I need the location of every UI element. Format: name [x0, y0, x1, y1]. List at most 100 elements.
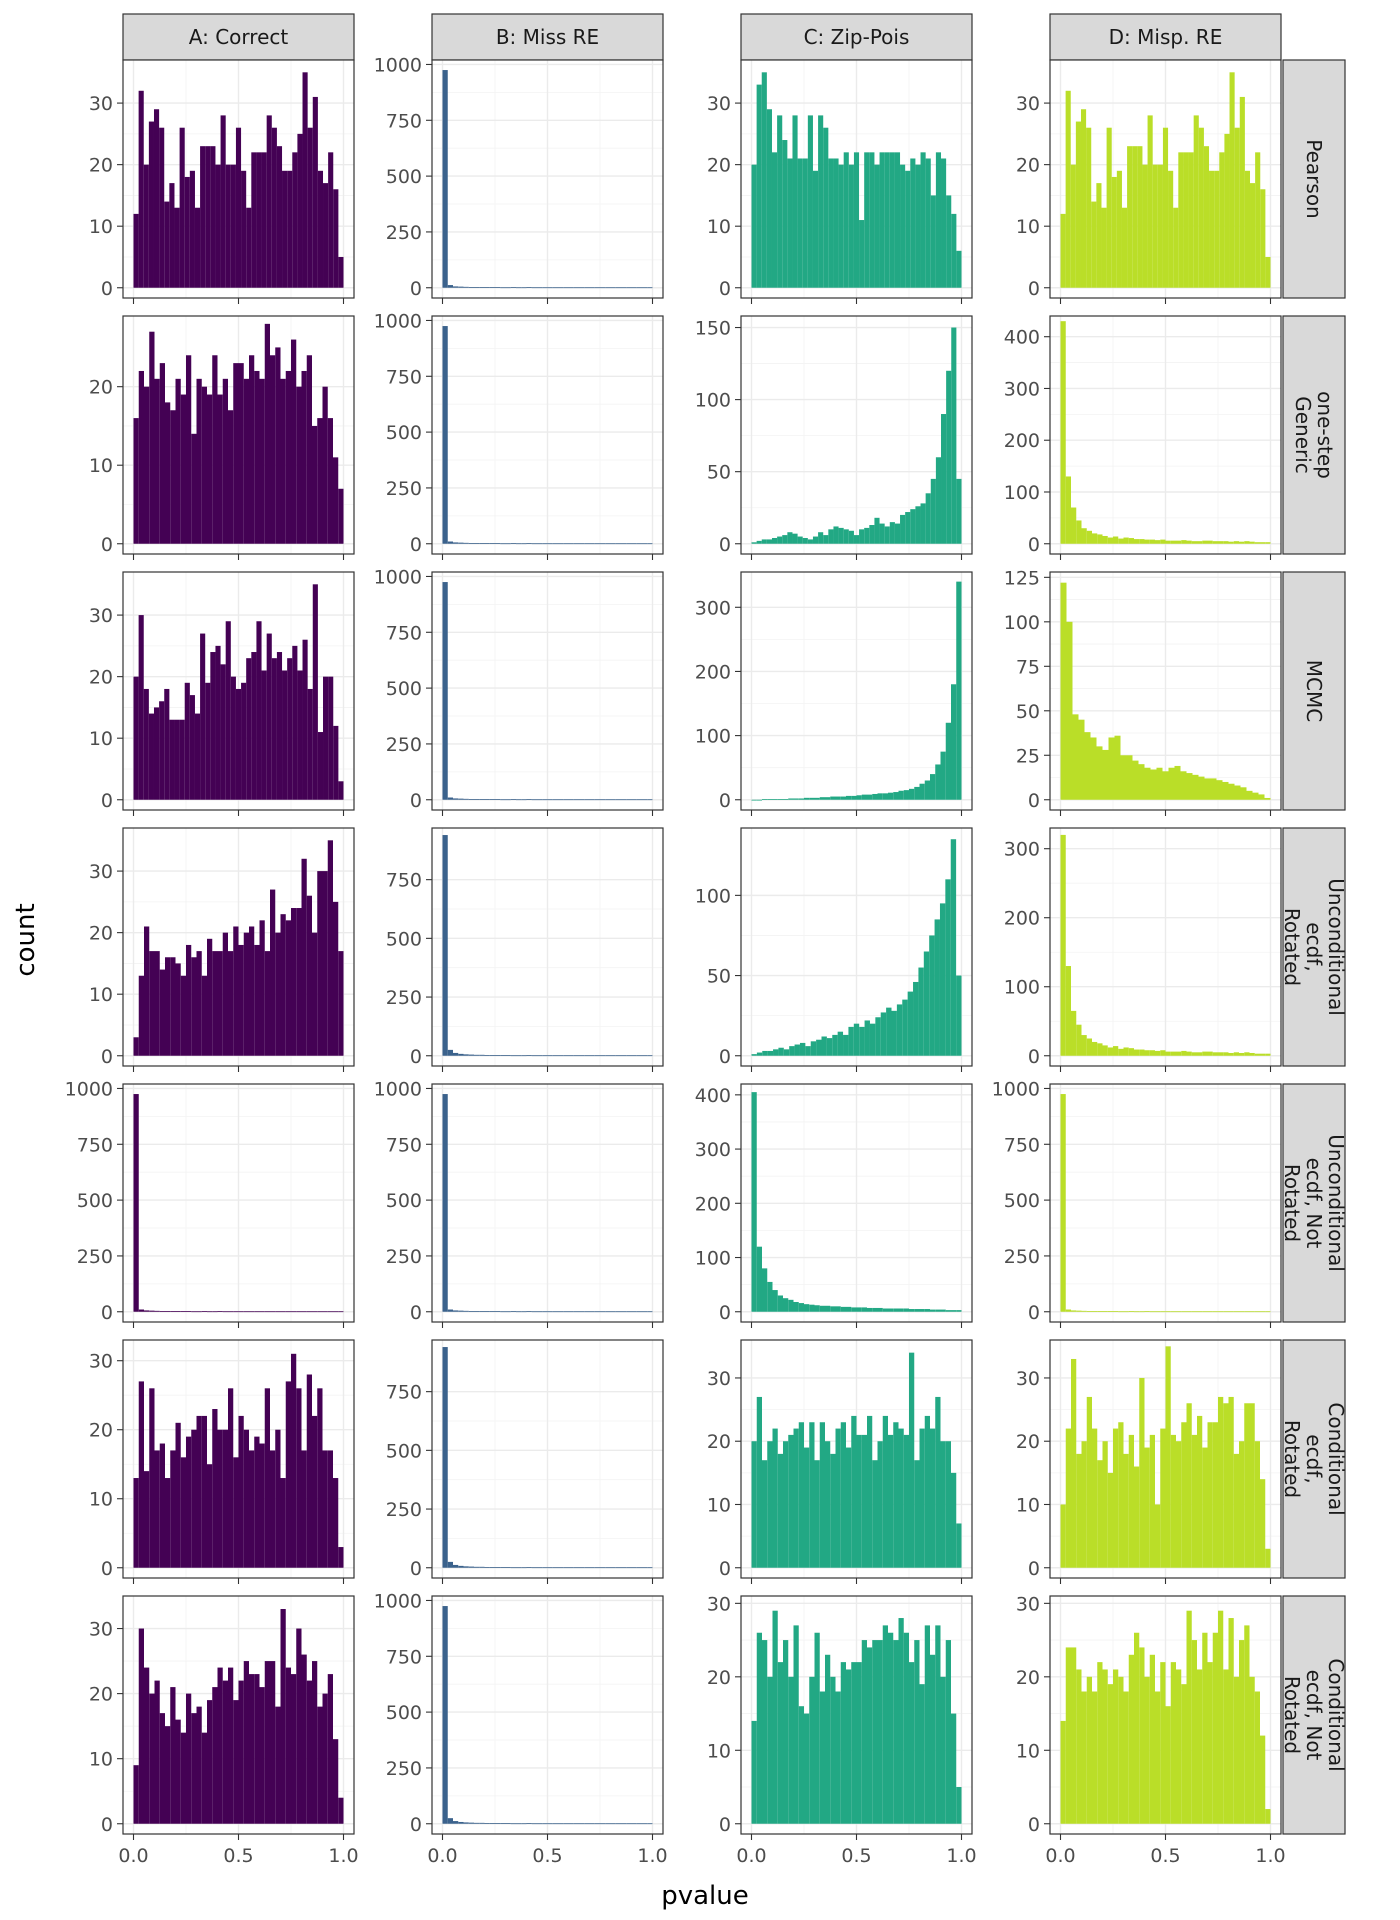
histogram-bar	[292, 152, 298, 288]
histogram-bar	[531, 1055, 537, 1057]
y-tick-label: 0	[719, 790, 731, 812]
histogram-bar	[1265, 1311, 1271, 1313]
histogram-bar	[945, 1640, 951, 1824]
histogram-bar	[762, 1268, 768, 1312]
row-strip-label-line: Pearson	[1302, 139, 1326, 218]
histogram-bar	[1254, 542, 1260, 544]
histogram-bar	[154, 1680, 160, 1824]
histogram-bar	[468, 1311, 474, 1312]
y-tick-label: 30	[89, 93, 113, 115]
histogram-bar	[1218, 1610, 1224, 1824]
histogram-bar	[642, 1311, 648, 1313]
histogram-bar	[1101, 207, 1107, 288]
histogram-bar	[1155, 1504, 1161, 1568]
row-strip-label-line: Rotated	[1280, 1676, 1304, 1754]
histogram-bar	[159, 1311, 165, 1312]
histogram-bar	[1060, 834, 1066, 1056]
histogram-bar	[935, 457, 942, 544]
histogram-bar	[1234, 127, 1240, 288]
histogram-bar	[1097, 1311, 1103, 1312]
histogram-bar	[327, 1674, 333, 1824]
y-tick-label: 20	[89, 1684, 113, 1706]
histogram-bar	[886, 1007, 892, 1056]
row-strip-label-line: Conditional	[1324, 1658, 1348, 1771]
y-tick-label: 1000	[374, 54, 422, 76]
histogram-bar	[297, 133, 303, 288]
histogram-bar	[605, 543, 611, 545]
histogram-bar	[573, 287, 579, 289]
histogram-bar	[243, 1661, 249, 1824]
histogram-bar	[159, 1443, 165, 1568]
histogram-bar	[814, 1460, 820, 1568]
row-strip-label-line: Rotated	[1280, 908, 1304, 986]
histogram-bar	[447, 797, 453, 800]
histogram-bar	[154, 951, 160, 1056]
y-tick-label: 0	[410, 1814, 422, 1836]
histogram-bar	[1144, 767, 1151, 800]
histogram-bar	[1255, 152, 1261, 288]
histogram-bar	[1066, 621, 1073, 800]
histogram-bar	[495, 1311, 501, 1312]
histogram-bar	[148, 713, 154, 800]
histogram-bar	[807, 539, 813, 544]
histogram-bar	[1128, 1048, 1134, 1056]
histogram-bar	[924, 780, 930, 800]
histogram-bar	[804, 1304, 810, 1312]
histogram-bar	[1254, 1053, 1260, 1056]
histogram-bar	[853, 1023, 860, 1056]
y-tick-label: 20	[89, 923, 113, 945]
histogram-bar	[1207, 1051, 1213, 1056]
histogram-bar	[547, 1823, 553, 1825]
histogram-bar	[1076, 1669, 1082, 1824]
histogram-bar	[615, 543, 621, 545]
histogram-bar	[180, 394, 186, 544]
histogram-bar	[950, 839, 957, 1056]
histogram-bar	[230, 676, 236, 800]
histogram-bar	[1113, 1311, 1119, 1312]
histogram-bar	[1212, 1052, 1218, 1056]
histogram-bar	[777, 1295, 783, 1312]
row-strip-bg	[1282, 315, 1346, 555]
histogram-bar	[859, 220, 865, 288]
histogram-bar	[505, 1055, 511, 1056]
histogram-bar	[200, 146, 206, 288]
y-tick-label: 30	[1016, 1593, 1040, 1615]
histogram-bar	[867, 1307, 873, 1312]
histogram-bar	[542, 799, 548, 801]
histogram-bar	[1265, 1548, 1271, 1568]
histogram-bar	[1102, 1669, 1108, 1824]
histogram-bar	[915, 506, 921, 544]
row-strip-label-line: Generic	[1291, 396, 1315, 474]
histogram-bar	[898, 790, 904, 800]
x-tick-label: 0.5	[841, 1845, 871, 1867]
histogram-bar	[153, 707, 160, 800]
histogram-bar	[1202, 1051, 1208, 1056]
histogram-bar	[1160, 1311, 1166, 1313]
histogram-bar	[835, 796, 841, 800]
histogram-bar	[1191, 1311, 1197, 1313]
histogram-bar	[589, 799, 595, 801]
histogram-bar	[276, 146, 283, 288]
histogram-bar	[180, 1732, 186, 1824]
histogram-bar	[626, 543, 632, 545]
histogram-bar	[903, 1308, 909, 1312]
histogram-bar	[1096, 183, 1102, 288]
histogram-bar	[856, 1307, 862, 1312]
histogram-bar	[930, 1654, 936, 1824]
column-strip-bg	[431, 13, 664, 61]
histogram-bar	[1086, 1038, 1092, 1056]
histogram-bar	[600, 543, 606, 545]
histogram-bar	[552, 1567, 558, 1569]
histogram-bar	[642, 1823, 648, 1825]
histogram-bar	[1219, 152, 1225, 288]
y-tick-label: 150	[695, 318, 731, 340]
y-tick-label: 20	[89, 667, 113, 689]
histogram-bar	[312, 1661, 318, 1824]
y-tick-label: 0	[719, 1558, 731, 1580]
histogram-bar	[594, 287, 600, 289]
y-tick-label: 1000	[374, 310, 422, 332]
histogram-bar	[867, 794, 873, 800]
histogram-bar	[1165, 1706, 1171, 1824]
histogram-bar	[453, 798, 459, 800]
histogram-bar	[1209, 170, 1215, 288]
